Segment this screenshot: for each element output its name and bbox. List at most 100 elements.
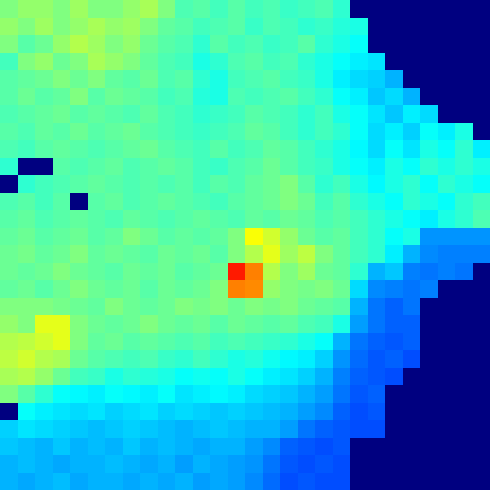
heatmap-cell [18,140,35,158]
heatmap-cell [438,193,455,210]
heatmap-cell [350,263,368,280]
heatmap-cell [350,368,368,385]
heatmap-cell [420,105,438,123]
heatmap-cell [210,368,228,385]
heatmap-cell [263,70,280,88]
heatmap-cell [298,35,315,53]
heatmap-cell [140,473,158,490]
heatmap-cell [70,18,88,35]
heatmap-cell [70,298,88,315]
heatmap-cell [210,88,228,105]
heatmap-cell [70,385,88,403]
heatmap-cell [385,350,403,368]
heatmap-cell [455,385,473,403]
heatmap-cells [0,0,490,490]
heatmap-cell [333,420,350,438]
heatmap-cell [193,140,210,158]
heatmap-cell [315,438,333,455]
heatmap-cell [368,18,385,35]
heatmap-cell [0,455,18,473]
heatmap-cell [140,88,158,105]
heatmap-cell [385,228,403,245]
heatmap-cell [385,0,403,18]
heatmap-cell [18,263,35,280]
heatmap-cell [0,368,18,385]
heatmap-cell [473,298,490,315]
heatmap-cell [88,385,105,403]
heatmap-cell [263,245,280,263]
heatmap-cell [333,193,350,210]
heatmap-cell [420,298,438,315]
heatmap-cell [53,298,70,315]
heatmap-cell [140,298,158,315]
heatmap-cell [88,333,105,350]
heatmap-cell [193,455,210,473]
heatmap-cell [438,210,455,228]
heatmap-cell [105,385,123,403]
heatmap-cell [385,438,403,455]
heatmap-cell [35,420,53,438]
heatmap-cell [455,420,473,438]
heatmap-cell [35,333,53,350]
heatmap-cell [368,228,385,245]
heatmap-cell [333,18,350,35]
heatmap-cell [193,35,210,53]
heatmap-cell [210,403,228,420]
heatmap-cell [438,0,455,18]
heatmap-cell [455,140,473,158]
heatmap-cell [123,315,140,333]
heatmap-cell [228,438,245,455]
heatmap-cell [298,420,315,438]
heatmap-cell [175,455,193,473]
heatmap-cell [140,140,158,158]
heatmap-cell [35,403,53,420]
heatmap-cell [228,105,245,123]
heatmap-cell [420,385,438,403]
heatmap-cell [35,0,53,18]
heatmap-cell [175,403,193,420]
heatmap-cell [298,88,315,105]
heatmap-cell [385,18,403,35]
heatmap-cell [123,403,140,420]
heatmap-cell [280,280,298,298]
heatmap-cell [0,473,18,490]
heatmap-cell [403,280,420,298]
heatmap-cell [315,158,333,175]
heatmap-cell [53,18,70,35]
heatmap-cell [473,18,490,35]
heatmap-cell [35,53,53,70]
heatmap-cell [18,298,35,315]
heatmap-cell [0,438,18,455]
heatmap-cell [18,175,35,193]
heatmap-cell [298,105,315,123]
heatmap-cell [53,123,70,140]
heatmap-cell [350,0,368,18]
heatmap-cell [245,105,263,123]
heatmap-cell [298,175,315,193]
heatmap-cell [438,403,455,420]
heatmap-cell [193,263,210,280]
heatmap-cell [70,0,88,18]
heatmap-cell [0,420,18,438]
heatmap-cell [350,315,368,333]
heatmap-cell [368,438,385,455]
heatmap-cell [193,420,210,438]
heatmap-cell [385,123,403,140]
heatmap-cell [105,350,123,368]
heatmap-cell [350,88,368,105]
heatmap-cell [403,0,420,18]
heatmap-cell [280,70,298,88]
heatmap-cell [70,263,88,280]
heatmap-cell [280,263,298,280]
heatmap-cell [18,70,35,88]
heatmap-cell [88,368,105,385]
heatmap-cell [420,333,438,350]
heatmap-cell [35,193,53,210]
heatmap-cell [158,315,175,333]
heatmap-cell [88,315,105,333]
heatmap-cell [350,438,368,455]
heatmap-cell [123,105,140,123]
heatmap-cell [403,18,420,35]
heatmap-cell [88,455,105,473]
heatmap-cell [35,70,53,88]
